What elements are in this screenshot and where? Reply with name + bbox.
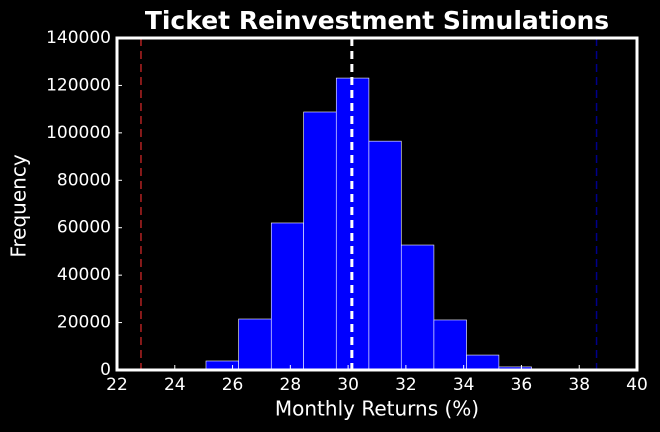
bar xyxy=(303,111,337,371)
x-tick-label: 34 xyxy=(453,375,475,395)
y-tick-label: 140000 xyxy=(46,28,111,48)
x-tick-label: 36 xyxy=(511,375,533,395)
bar xyxy=(368,140,402,371)
bar xyxy=(433,319,467,371)
x-tick-label: 26 xyxy=(222,375,244,395)
chart-title: Ticket Reinvestment Simulations xyxy=(145,6,609,35)
bar xyxy=(270,222,304,371)
x-tick-label: 22 xyxy=(106,375,128,395)
y-tick-label: 0 xyxy=(100,360,111,380)
y-tick-label: 40000 xyxy=(57,265,111,285)
x-tick-label: 40 xyxy=(626,375,648,395)
x-tick-label: 38 xyxy=(568,375,590,395)
y-tick-label: 120000 xyxy=(46,75,111,95)
bar xyxy=(400,244,435,371)
plot-frame xyxy=(115,36,639,372)
y-tick-label: 80000 xyxy=(57,170,111,190)
x-tick-label: 28 xyxy=(280,375,302,395)
y-tick-label: 60000 xyxy=(57,218,111,238)
y-axis-label: Frequency xyxy=(7,154,31,257)
x-tick-label: 30 xyxy=(337,375,359,395)
x-axis-label: Monthly Returns (%) xyxy=(275,397,479,421)
y-tick-label: 100000 xyxy=(46,123,111,143)
x-tick-label: 32 xyxy=(395,375,417,395)
bar xyxy=(466,354,500,371)
bar xyxy=(238,318,272,371)
x-tick-label: 24 xyxy=(164,375,186,395)
y-tick-label: 20000 xyxy=(57,313,111,333)
